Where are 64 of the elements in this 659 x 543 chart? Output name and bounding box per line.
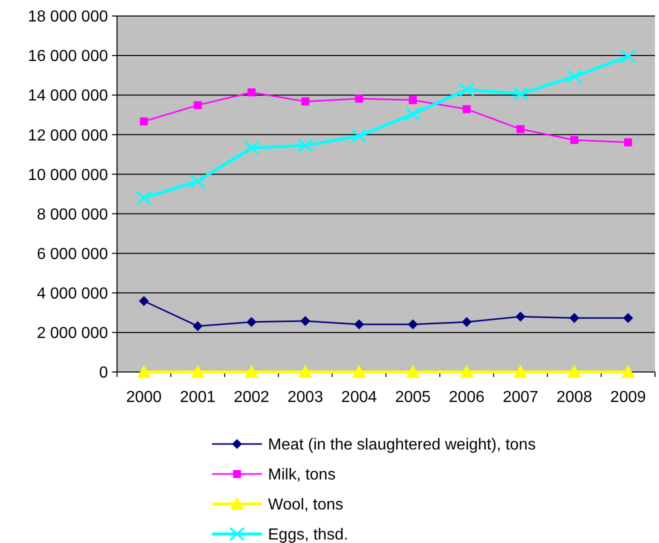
point (512, 86, 528, 101)
point (570, 136, 578, 144)
y-tick-label: 6 000 000 (36, 246, 108, 263)
point (462, 105, 471, 114)
point (190, 174, 206, 188)
point (298, 365, 312, 378)
x-tick-label: 2005 (395, 389, 431, 406)
point (300, 316, 310, 326)
x-tick-label: 2008 (556, 389, 592, 406)
legend-label: Milk, tons (268, 466, 336, 484)
x-tick-label: 2000 (126, 389, 162, 406)
y-tick-label: 14 000 000 (28, 88, 108, 105)
point (408, 96, 417, 104)
point (244, 140, 260, 155)
point (352, 365, 366, 378)
legend-label: Wool, tons (268, 496, 344, 514)
point (244, 365, 258, 378)
y-tick-label: 16 000 000 (28, 48, 108, 66)
point (567, 365, 582, 378)
point (355, 94, 364, 103)
point (458, 82, 475, 97)
point (408, 319, 418, 330)
point (566, 70, 582, 84)
point (140, 117, 148, 126)
point (569, 313, 580, 324)
x-tick-label: 2009 (610, 389, 646, 406)
point (404, 107, 421, 122)
x-tick-label: 2001 (180, 389, 216, 406)
legend-label: Meat (in the slaughtered weight), tons (268, 436, 536, 454)
y-tick-label: 8 000 000 (36, 206, 108, 224)
point (136, 365, 151, 378)
point (354, 319, 364, 330)
x-tick-label: 2002 (234, 389, 270, 406)
point (192, 321, 203, 332)
point (462, 316, 472, 327)
point (514, 365, 528, 378)
legend-label: Eggs, thsd. (268, 526, 348, 543)
point (623, 313, 634, 324)
point (516, 312, 526, 322)
point (246, 316, 256, 327)
y-tick-label: 0 (99, 364, 108, 382)
x-tick-label: 2007 (502, 389, 538, 406)
point (406, 365, 420, 378)
x-tick-label: 2004 (341, 389, 377, 406)
point (460, 365, 474, 378)
x-tick-label: 2006 (448, 389, 485, 406)
point (248, 88, 256, 96)
point (621, 365, 636, 378)
point (136, 190, 152, 205)
y-tick-label: 10 000 000 (28, 166, 108, 184)
point (190, 365, 205, 378)
x-tick-label: 2003 (288, 389, 324, 406)
point (624, 138, 632, 146)
y-tick-label: 4 000 000 (36, 285, 108, 302)
point (301, 97, 310, 106)
point (138, 296, 149, 306)
point (194, 101, 202, 110)
y-tick-label: 2 000 000 (36, 325, 108, 342)
y-tick-label: 12 000 000 (28, 127, 108, 144)
point (620, 50, 636, 64)
point (351, 129, 368, 144)
point (297, 138, 314, 153)
point (516, 125, 524, 134)
y-tick-label: 18 000 000 (28, 8, 108, 26)
